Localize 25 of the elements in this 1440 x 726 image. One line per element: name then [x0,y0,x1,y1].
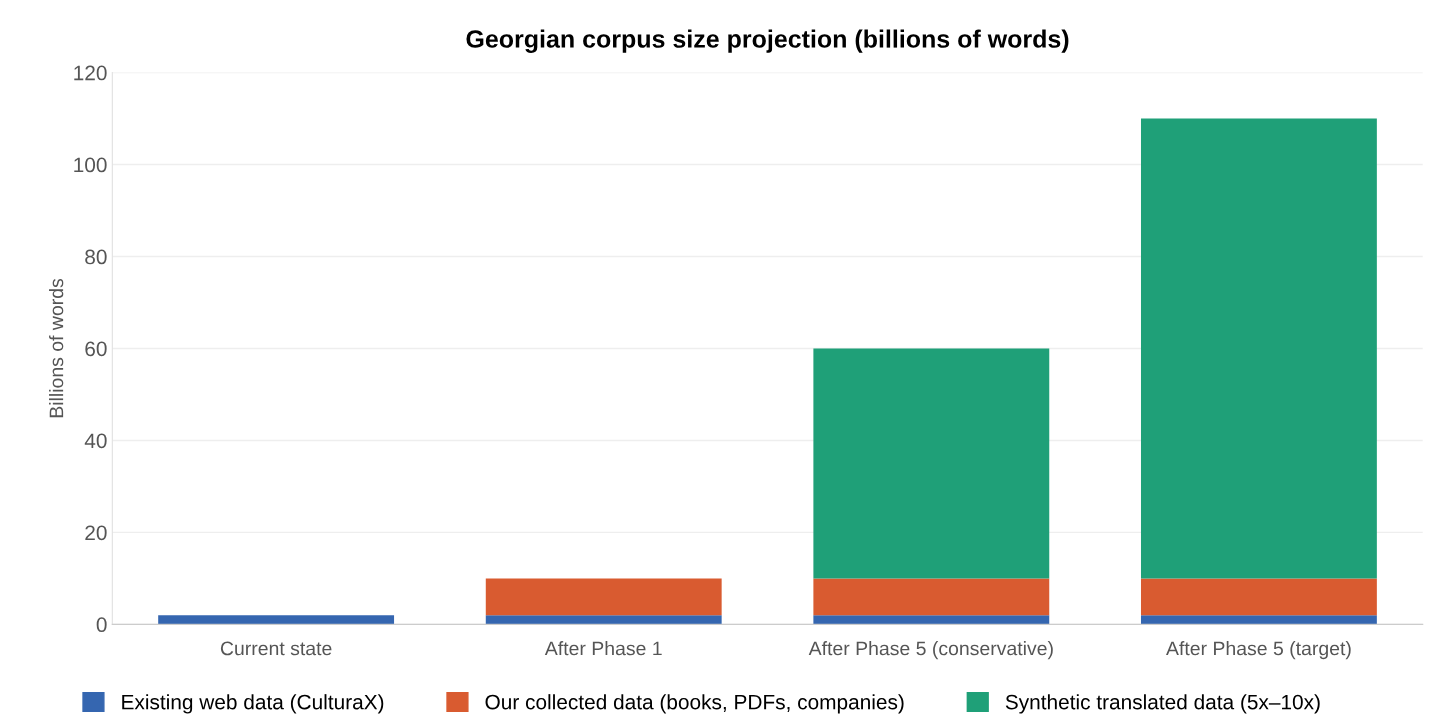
y-tick-label: 0 [96,617,107,633]
x-tick-label: After Phase 5 (conservative) [808,641,1053,660]
legend-label: Existing web data (CulturaX) [122,694,384,714]
bar [813,615,1050,625]
y-tick-label: 120 [74,65,107,81]
legend-label: Synthetic translated data (5x–10x) [1005,694,1320,714]
bar [485,578,722,616]
x-tick-label: After Phase 5 (target) [1166,641,1351,660]
chart-title: Georgian corpus size projection (billions of words) [466,29,1069,53]
y-tick-label: 60 [85,341,107,357]
x-tick-label: Current state [220,641,332,656]
x-tick-label: After Phase 1 [544,641,662,656]
y-tick-label: 40 [84,433,107,449]
y-tick-label: 100 [74,157,107,173]
bar [1140,118,1377,579]
bar [813,348,1050,579]
bar [158,615,395,625]
legend-label: Our collected data (books, PDFs, companies) [485,694,904,714]
bar [813,578,1050,616]
y-tick-label: 80 [85,249,107,265]
y-axis-title: Billions of words [49,278,64,418]
bar [1140,615,1377,625]
bar [1140,578,1377,616]
bar [485,615,722,625]
y-tick-label: 20 [85,525,107,541]
